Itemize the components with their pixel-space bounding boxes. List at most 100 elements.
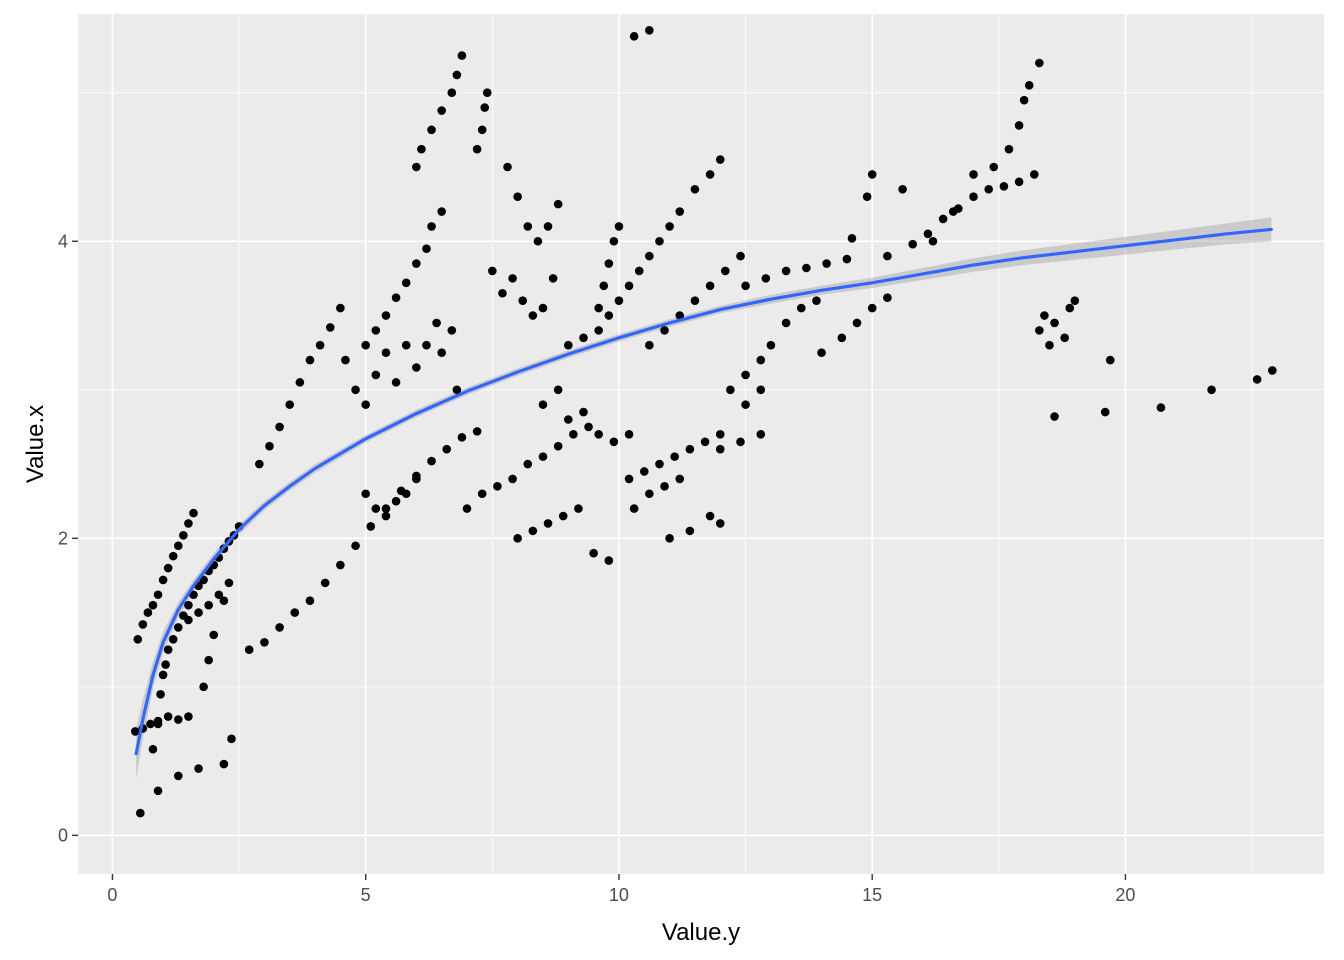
data-point (796, 303, 806, 313)
data-point (1004, 144, 1014, 154)
data-point (336, 303, 345, 313)
data-point (609, 437, 619, 447)
data-point (184, 712, 193, 721)
data-point (381, 504, 391, 513)
data-point (437, 348, 446, 357)
data-point (184, 600, 193, 610)
data-point (989, 162, 999, 172)
smooth-line-layer (134, 227, 1273, 756)
data-point (670, 452, 679, 461)
data-point (194, 608, 203, 617)
data-point (1070, 296, 1080, 305)
data-point (665, 222, 674, 231)
data-point (999, 181, 1009, 191)
data-point (189, 508, 198, 518)
data-point (457, 51, 467, 60)
data-point (285, 400, 295, 409)
x-tick-label: 5 (361, 885, 371, 905)
data-point (275, 623, 284, 632)
data-point (721, 266, 730, 276)
data-point (315, 340, 325, 350)
data-point (614, 222, 624, 231)
data-point (351, 541, 360, 551)
data-point (381, 348, 391, 357)
data-point (158, 670, 168, 680)
data-point (523, 222, 533, 231)
y-axis-title: Value.x (22, 405, 49, 483)
plot-panel (78, 14, 1324, 874)
data-point (412, 363, 421, 372)
data-point (325, 323, 335, 332)
data-point (1268, 366, 1277, 375)
x-tick-label: 0 (107, 885, 117, 905)
x-tick-label: 20 (1115, 885, 1135, 905)
data-point (655, 459, 664, 469)
data-point (1014, 121, 1024, 130)
data-point (381, 511, 391, 521)
data-point (498, 288, 507, 298)
data-point (553, 199, 563, 209)
data-point (548, 274, 558, 283)
data-point (685, 444, 695, 454)
data-point (538, 400, 548, 409)
data-point (715, 155, 725, 164)
data-point (883, 293, 892, 302)
data-point (624, 430, 634, 439)
data-point (371, 370, 381, 380)
data-point (412, 259, 421, 268)
data-point (756, 430, 766, 439)
y-tick-label: 0 (58, 825, 68, 845)
data-point (558, 511, 568, 521)
data-point (204, 600, 213, 610)
data-point (1105, 355, 1115, 365)
data-point (204, 655, 213, 665)
data-point (675, 207, 685, 216)
data-point (523, 459, 533, 469)
data-point (898, 184, 907, 194)
data-point (472, 144, 482, 154)
data-point (518, 296, 528, 305)
data-point (295, 378, 305, 387)
data-point (136, 808, 145, 818)
data-point (477, 489, 487, 499)
data-point (412, 162, 421, 172)
data-point (923, 229, 933, 239)
data-point (538, 303, 548, 313)
data-point (275, 422, 284, 432)
data-point (1024, 80, 1034, 90)
data-point (130, 727, 140, 736)
data-point (462, 504, 472, 513)
data-point (371, 326, 381, 335)
data-point (1040, 311, 1049, 320)
data-point (614, 296, 624, 305)
data-point (761, 274, 771, 283)
data-point (381, 311, 391, 320)
data-point (574, 504, 583, 513)
data-point (589, 548, 598, 558)
data-point (594, 303, 603, 313)
data-point (969, 192, 978, 201)
data-point (1035, 58, 1044, 68)
data-point (305, 355, 315, 365)
data-point (199, 682, 208, 692)
data-point (161, 660, 170, 669)
data-point (812, 296, 821, 305)
data-point (594, 326, 603, 335)
data-point (391, 378, 401, 387)
data-point (847, 233, 857, 243)
data-point (472, 427, 482, 436)
data-point (168, 635, 178, 644)
data-point (766, 340, 776, 350)
data-point (624, 281, 634, 291)
data-point (156, 689, 165, 699)
data-point (320, 578, 330, 588)
data-point (938, 214, 948, 224)
data-point (214, 590, 224, 600)
data-point (579, 333, 588, 343)
data-point (1014, 177, 1024, 187)
data-point (741, 370, 750, 380)
data-point (1029, 170, 1039, 179)
data-point (645, 340, 654, 350)
x-tick-label: 10 (609, 885, 629, 905)
